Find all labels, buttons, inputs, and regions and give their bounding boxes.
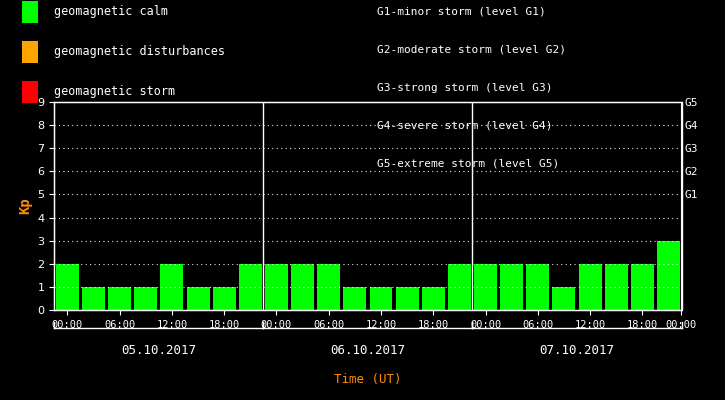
Bar bbox=[448, 264, 471, 310]
Bar bbox=[344, 287, 366, 310]
Bar bbox=[422, 287, 444, 310]
Bar bbox=[186, 287, 210, 310]
Y-axis label: Kp: Kp bbox=[18, 198, 32, 214]
Bar bbox=[82, 287, 105, 310]
Bar bbox=[239, 264, 262, 310]
Bar bbox=[56, 264, 79, 310]
Text: G4-severe storm (level G4): G4-severe storm (level G4) bbox=[377, 121, 552, 131]
Bar bbox=[134, 287, 157, 310]
Text: G5-extreme storm (level G5): G5-extreme storm (level G5) bbox=[377, 159, 559, 169]
Text: geomagnetic disturbances: geomagnetic disturbances bbox=[54, 46, 225, 58]
Bar bbox=[370, 287, 392, 310]
Bar bbox=[160, 264, 183, 310]
Bar bbox=[526, 264, 550, 310]
Text: 07.10.2017: 07.10.2017 bbox=[539, 344, 615, 356]
Bar bbox=[396, 287, 418, 310]
Bar bbox=[500, 264, 523, 310]
Text: geomagnetic storm: geomagnetic storm bbox=[54, 86, 175, 98]
Bar bbox=[552, 287, 576, 310]
Bar bbox=[579, 264, 602, 310]
Text: G1-minor storm (level G1): G1-minor storm (level G1) bbox=[377, 7, 546, 17]
Bar bbox=[657, 241, 680, 310]
Text: Time (UT): Time (UT) bbox=[334, 374, 402, 386]
Bar bbox=[474, 264, 497, 310]
Bar bbox=[108, 287, 131, 310]
Bar bbox=[631, 264, 654, 310]
Bar bbox=[265, 264, 288, 310]
Text: G2-moderate storm (level G2): G2-moderate storm (level G2) bbox=[377, 45, 566, 55]
Text: geomagnetic calm: geomagnetic calm bbox=[54, 6, 168, 18]
Text: G3-strong storm (level G3): G3-strong storm (level G3) bbox=[377, 83, 552, 93]
Bar bbox=[605, 264, 628, 310]
Text: 05.10.2017: 05.10.2017 bbox=[121, 344, 196, 356]
Bar bbox=[212, 287, 236, 310]
Bar bbox=[291, 264, 314, 310]
Bar bbox=[318, 264, 340, 310]
Text: 06.10.2017: 06.10.2017 bbox=[331, 344, 405, 356]
